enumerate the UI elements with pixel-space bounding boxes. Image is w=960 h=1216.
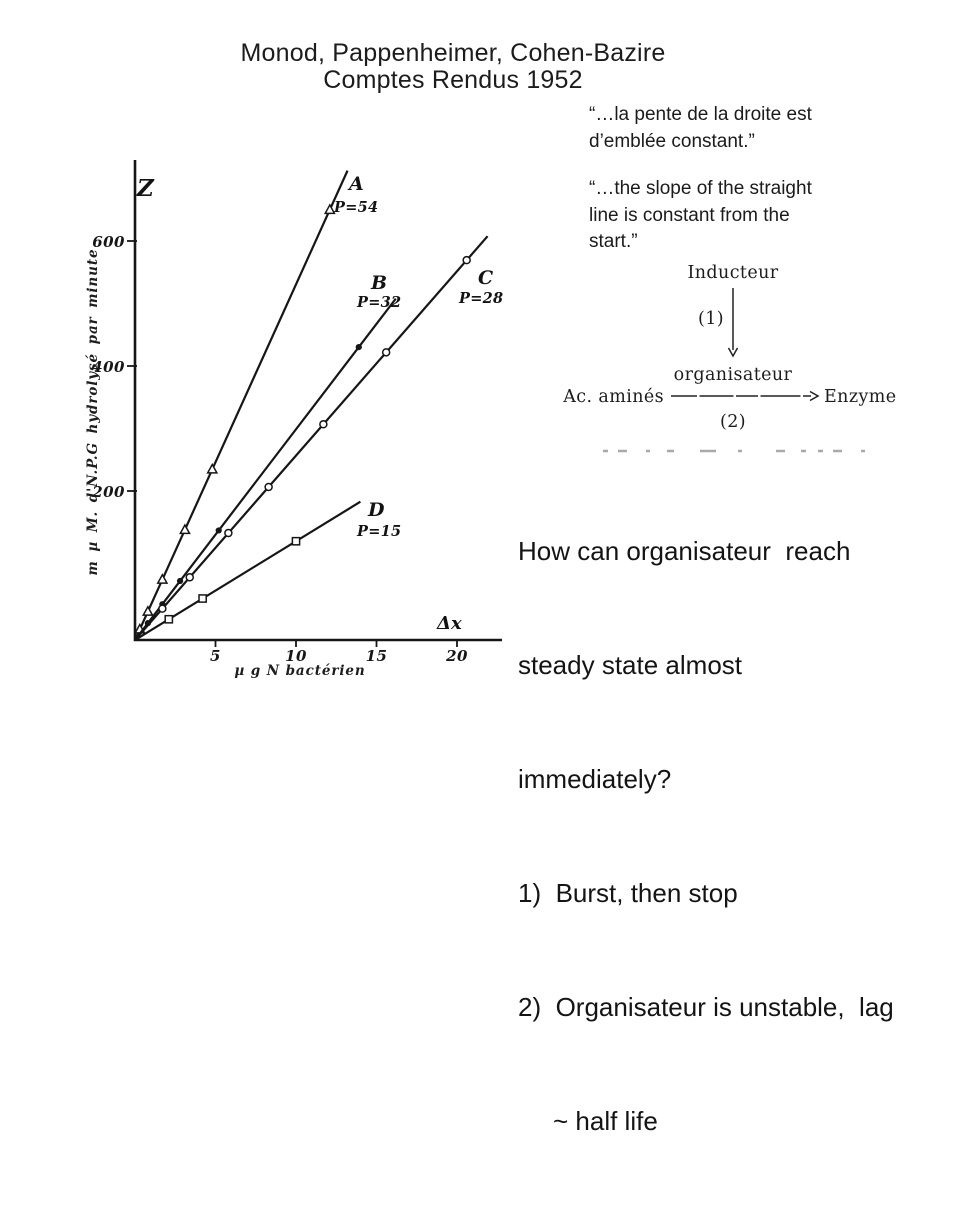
slide: Monod, Pappenheimer, Cohen-Bazire Compte… (0, 39, 906, 1136)
marker-filled-circle (355, 343, 362, 351)
marker-triangle (323, 203, 336, 215)
x-tick-label: 5 (210, 647, 221, 665)
y-tick-label: 200 (91, 483, 125, 501)
induction-arrow-head (727, 347, 739, 358)
marker-open-circle (381, 348, 391, 357)
y-axis-caption: m µ M. d'N.P.G hydrolysé par minute (85, 249, 101, 576)
x-tick-label: 10 (285, 647, 307, 665)
title-line-1: Monod, Pappenheimer, Cohen-Bazire (240, 39, 666, 67)
x-axis-caption: µ g N bactérien (234, 663, 365, 679)
series-C-p-label: P=28 (458, 290, 503, 307)
series-B-label: B (370, 272, 387, 294)
quote-french-line: “…la pente de la droite est (589, 104, 812, 125)
diagram-step2-label: (2) (720, 412, 746, 432)
x-tick-label: 20 (445, 647, 468, 665)
marker-open-circle (264, 482, 273, 492)
quote-block: “…la pente de la droite est d’emblée con… (589, 102, 812, 256)
notes-line: How can organisateur reach (518, 536, 851, 566)
marker-open-circle (185, 573, 194, 582)
diagram-inducteur-label: Inducteur (687, 263, 778, 283)
marker-open-circle (158, 604, 167, 613)
marker-open-square (198, 594, 207, 603)
series-A-p-label: P=54 (333, 199, 378, 216)
marker-triangle (142, 605, 154, 616)
series-A-label: A (347, 173, 364, 195)
series-D-p-label: P=15 (356, 523, 401, 540)
marker-triangle (179, 523, 191, 535)
y-tick-label: 600 (92, 233, 125, 251)
series-C-line (134, 235, 489, 641)
series-C-label: C (478, 267, 493, 289)
organisateur-diagram: Inducteur (1) organisateur Ac. aminés En… (562, 263, 897, 453)
title-line-2: Comptes Rendus 1952 (323, 66, 583, 94)
translation-arrow-head (809, 390, 820, 402)
marker-open-circle (462, 255, 471, 265)
marker-open-circle (319, 420, 328, 429)
marker-filled-circle (176, 577, 184, 585)
marker-open-circle (224, 528, 233, 538)
quote-english-line: “…the slope of the straight (589, 178, 812, 199)
y-axis-symbol-z: Z (136, 175, 155, 202)
quote-french-line: d’emblée constant.” (589, 130, 755, 152)
series-D-label: D (367, 499, 385, 521)
x-tick-label: 15 (366, 647, 388, 665)
marker-open-square (291, 536, 301, 546)
series-A-line (133, 170, 349, 641)
diagram-ac-amines-label: Ac. aminés (562, 387, 664, 407)
marker-filled-circle (215, 527, 222, 534)
notes-line: steady state almost (518, 650, 742, 680)
diagram-enzyme-label: Enzyme (824, 387, 897, 407)
notes-list-item-1: 1) Burst, then stop (518, 878, 738, 908)
notes-list-item-2: 2) Organisateur is unstable, lag (518, 992, 894, 1022)
x-axis-symbol-delta-x: Δx (436, 613, 462, 634)
y-tick-label: 400 (92, 358, 125, 376)
marker-triangle (206, 462, 219, 474)
marker-triangle (156, 573, 169, 584)
quote-english-line: start.” (589, 231, 638, 252)
notes-list-item-2-continuation: ~ half life (553, 1106, 658, 1136)
slide-title: Monod, Pappenheimer, Cohen-Bazire Compte… (0, 40, 906, 94)
marker-open-square (164, 614, 174, 624)
diagram-organisateur-label: organisateur (674, 365, 793, 385)
series-B-p-label: P=32 (356, 294, 401, 311)
notes-block: How can organisateur reach steady state … (518, 456, 894, 1216)
notes-line: immediately? (518, 764, 672, 794)
quote-paragraph-gap (589, 155, 812, 176)
diagram-step1-label: (1) (698, 309, 724, 329)
quote-english-line: line is constant from the (589, 204, 790, 226)
monod-1952-chart: 200 400 600 5 10 15 20 µ g N bactérien m µ M. d'… (85, 160, 503, 679)
